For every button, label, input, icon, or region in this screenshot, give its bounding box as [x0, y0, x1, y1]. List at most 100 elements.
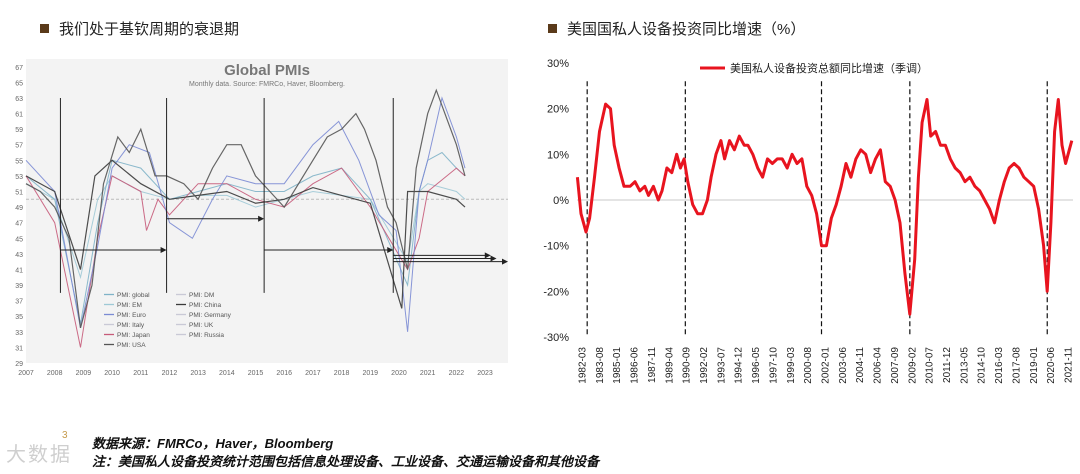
- cycle-arrow-head: [160, 246, 167, 253]
- legend-label: PMI: Japan: [117, 332, 150, 339]
- y-tick-label: 49: [15, 205, 23, 212]
- x-tick-label: 2017-08: [1011, 347, 1022, 384]
- x-tick-label: 2011: [133, 370, 148, 377]
- y-tick-label: 30%: [547, 58, 569, 70]
- x-tick-label: 2007-09: [890, 347, 901, 384]
- x-tick-label: 2022: [449, 370, 465, 377]
- y-tick-label: 0%: [553, 195, 569, 207]
- chart-subtitle: Monthly data. Source: FMRCo, Haver, Bloo…: [189, 81, 345, 88]
- x-tick-label: 2013: [190, 370, 206, 377]
- x-tick-label: 1983-08: [595, 347, 606, 384]
- x-tick-label: 2017: [305, 370, 321, 377]
- x-tick-label: 1989-04: [664, 347, 675, 384]
- series-line-euro: [25, 96, 466, 332]
- x-tick-label: 2014: [219, 370, 235, 377]
- series-line-usa: [25, 88, 466, 329]
- x-tick-label: 2012: [162, 370, 178, 377]
- legend-label: PMI: USA: [117, 342, 146, 349]
- y-tick-label: 33: [15, 330, 23, 337]
- y-tick-label: 39: [15, 283, 23, 290]
- title-bullet-icon: [40, 23, 49, 33]
- x-tick-label: 2021: [420, 370, 436, 377]
- y-tick-label: 43: [15, 252, 23, 259]
- x-tick-label: 2014-10: [977, 347, 988, 384]
- y-tick-label: 10%: [547, 149, 569, 161]
- y-tick-label: 53: [15, 174, 23, 181]
- x-tick-label: 2000-08: [803, 347, 814, 384]
- y-tick-label: 29: [15, 361, 23, 368]
- x-tick-label: 2009-02: [907, 347, 918, 384]
- legend-label: PMI: global: [117, 292, 150, 299]
- left-title-text: 我们处于基钦周期的衰退期: [59, 21, 240, 38]
- cycle-arrow-head: [490, 255, 497, 262]
- cycle-arrow-head: [502, 258, 508, 265]
- page-number: 3: [62, 430, 68, 441]
- series-line-equipment-yoy: [575, 98, 1074, 316]
- x-tick-label: 1999-03: [786, 347, 797, 384]
- x-tick-label: 2020: [391, 370, 407, 377]
- cycle-arrow-head: [387, 246, 394, 253]
- y-tick-label: 57: [15, 143, 23, 150]
- title-bullet-icon: [548, 23, 557, 33]
- legend-label: PMI: Germany: [189, 312, 232, 319]
- cycle-arrow-head: [258, 215, 265, 222]
- legend-label: 美国私人设备投资总额同比增速（季调）: [730, 61, 928, 75]
- y-tick-label: 61: [15, 112, 23, 119]
- y-tick-label: 55: [15, 158, 23, 165]
- legend-label: PMI: China: [189, 302, 222, 309]
- y-tick-label: 20%: [547, 104, 569, 116]
- legend-label: PMI: Russia: [189, 332, 224, 339]
- y-tick-label: 35: [15, 314, 23, 321]
- footer-source: 数据来源：FMRCo，Haver，Bloomberg: [92, 436, 334, 451]
- legend-label: PMI: DM: [189, 292, 214, 299]
- legend-label: PMI: UK: [189, 322, 214, 329]
- chart-title: Global PMIs: [224, 62, 310, 79]
- x-tick-label: 2020-06: [1046, 347, 1057, 384]
- x-tick-label: 2009: [76, 370, 92, 377]
- x-tick-label: 2002-01: [821, 347, 832, 384]
- x-tick-label: 2019-01: [1029, 347, 1040, 384]
- legend-label: PMI: EM: [117, 302, 142, 309]
- x-tick-label: 1985-01: [612, 347, 623, 384]
- y-tick-label: 67: [15, 65, 23, 72]
- y-tick-label: 65: [15, 80, 23, 87]
- plot-background: [26, 59, 508, 363]
- right-title-text: 美国国私人设备投资同比增速（%）: [567, 21, 806, 38]
- y-tick-label: 59: [15, 127, 23, 134]
- x-tick-label: 2015: [248, 370, 264, 377]
- y-tick-label: -30%: [543, 332, 569, 344]
- right-section-title: 美国国私人设备投资同比增速（%）: [548, 18, 805, 39]
- y-tick-label: 31: [15, 345, 23, 352]
- cycle-arrow-head: [484, 252, 491, 259]
- footer-note: 注：美国私人设备投资统计范围包括信息处理设备、工业设备、交通运输设备和其他设备: [92, 454, 600, 469]
- x-tick-label: 2016-03: [994, 347, 1005, 384]
- x-tick-label: 1994-12: [734, 347, 745, 384]
- y-tick-label: -20%: [543, 286, 569, 298]
- left-section-title: 我们处于基钦周期的衰退期: [40, 18, 239, 39]
- y-tick-label: 47: [15, 221, 23, 228]
- x-tick-label: 2010: [104, 370, 120, 377]
- y-tick-label: -10%: [543, 241, 569, 253]
- x-tick-label: 1987-11: [647, 347, 658, 383]
- us-equipment-investment-chart: -30% -20% -10% 0% 10% 20% 30% 美国私人设备投资总额同比增速（季调…: [543, 58, 1075, 384]
- y-tick-label: 37: [15, 299, 23, 306]
- x-tick-label: 1993-07: [716, 347, 727, 384]
- watermark: 大数据: [6, 444, 72, 466]
- x-tick-label: 2021-11: [1064, 347, 1075, 383]
- global-pmis-chart: 29 31 33 35 37 39 41 43 45 47 49 51 53 55 57 59 61 63 65 67…: [15, 59, 508, 377]
- y-tick-label: 41: [15, 267, 23, 274]
- x-tick-label: 1997-10: [768, 347, 779, 384]
- x-tick-label: 2006-04: [873, 347, 884, 384]
- x-tick-label: 2013-05: [959, 347, 970, 384]
- x-tick-label: 2007: [18, 370, 34, 377]
- x-tick-label: 1986-06: [630, 347, 641, 384]
- x-tick-label: 2016: [276, 370, 292, 377]
- x-tick-label: 1982-03: [578, 347, 589, 384]
- legend-label: PMI: Italy: [117, 322, 145, 329]
- x-tick-label: 2018: [334, 370, 350, 377]
- x-tick-label: 1996-05: [751, 347, 762, 384]
- x-tick-label: 2023: [477, 370, 493, 377]
- y-tick-label: 51: [15, 190, 23, 197]
- legend-label: PMI: Euro: [117, 312, 146, 319]
- y-tick-label: 63: [15, 96, 23, 103]
